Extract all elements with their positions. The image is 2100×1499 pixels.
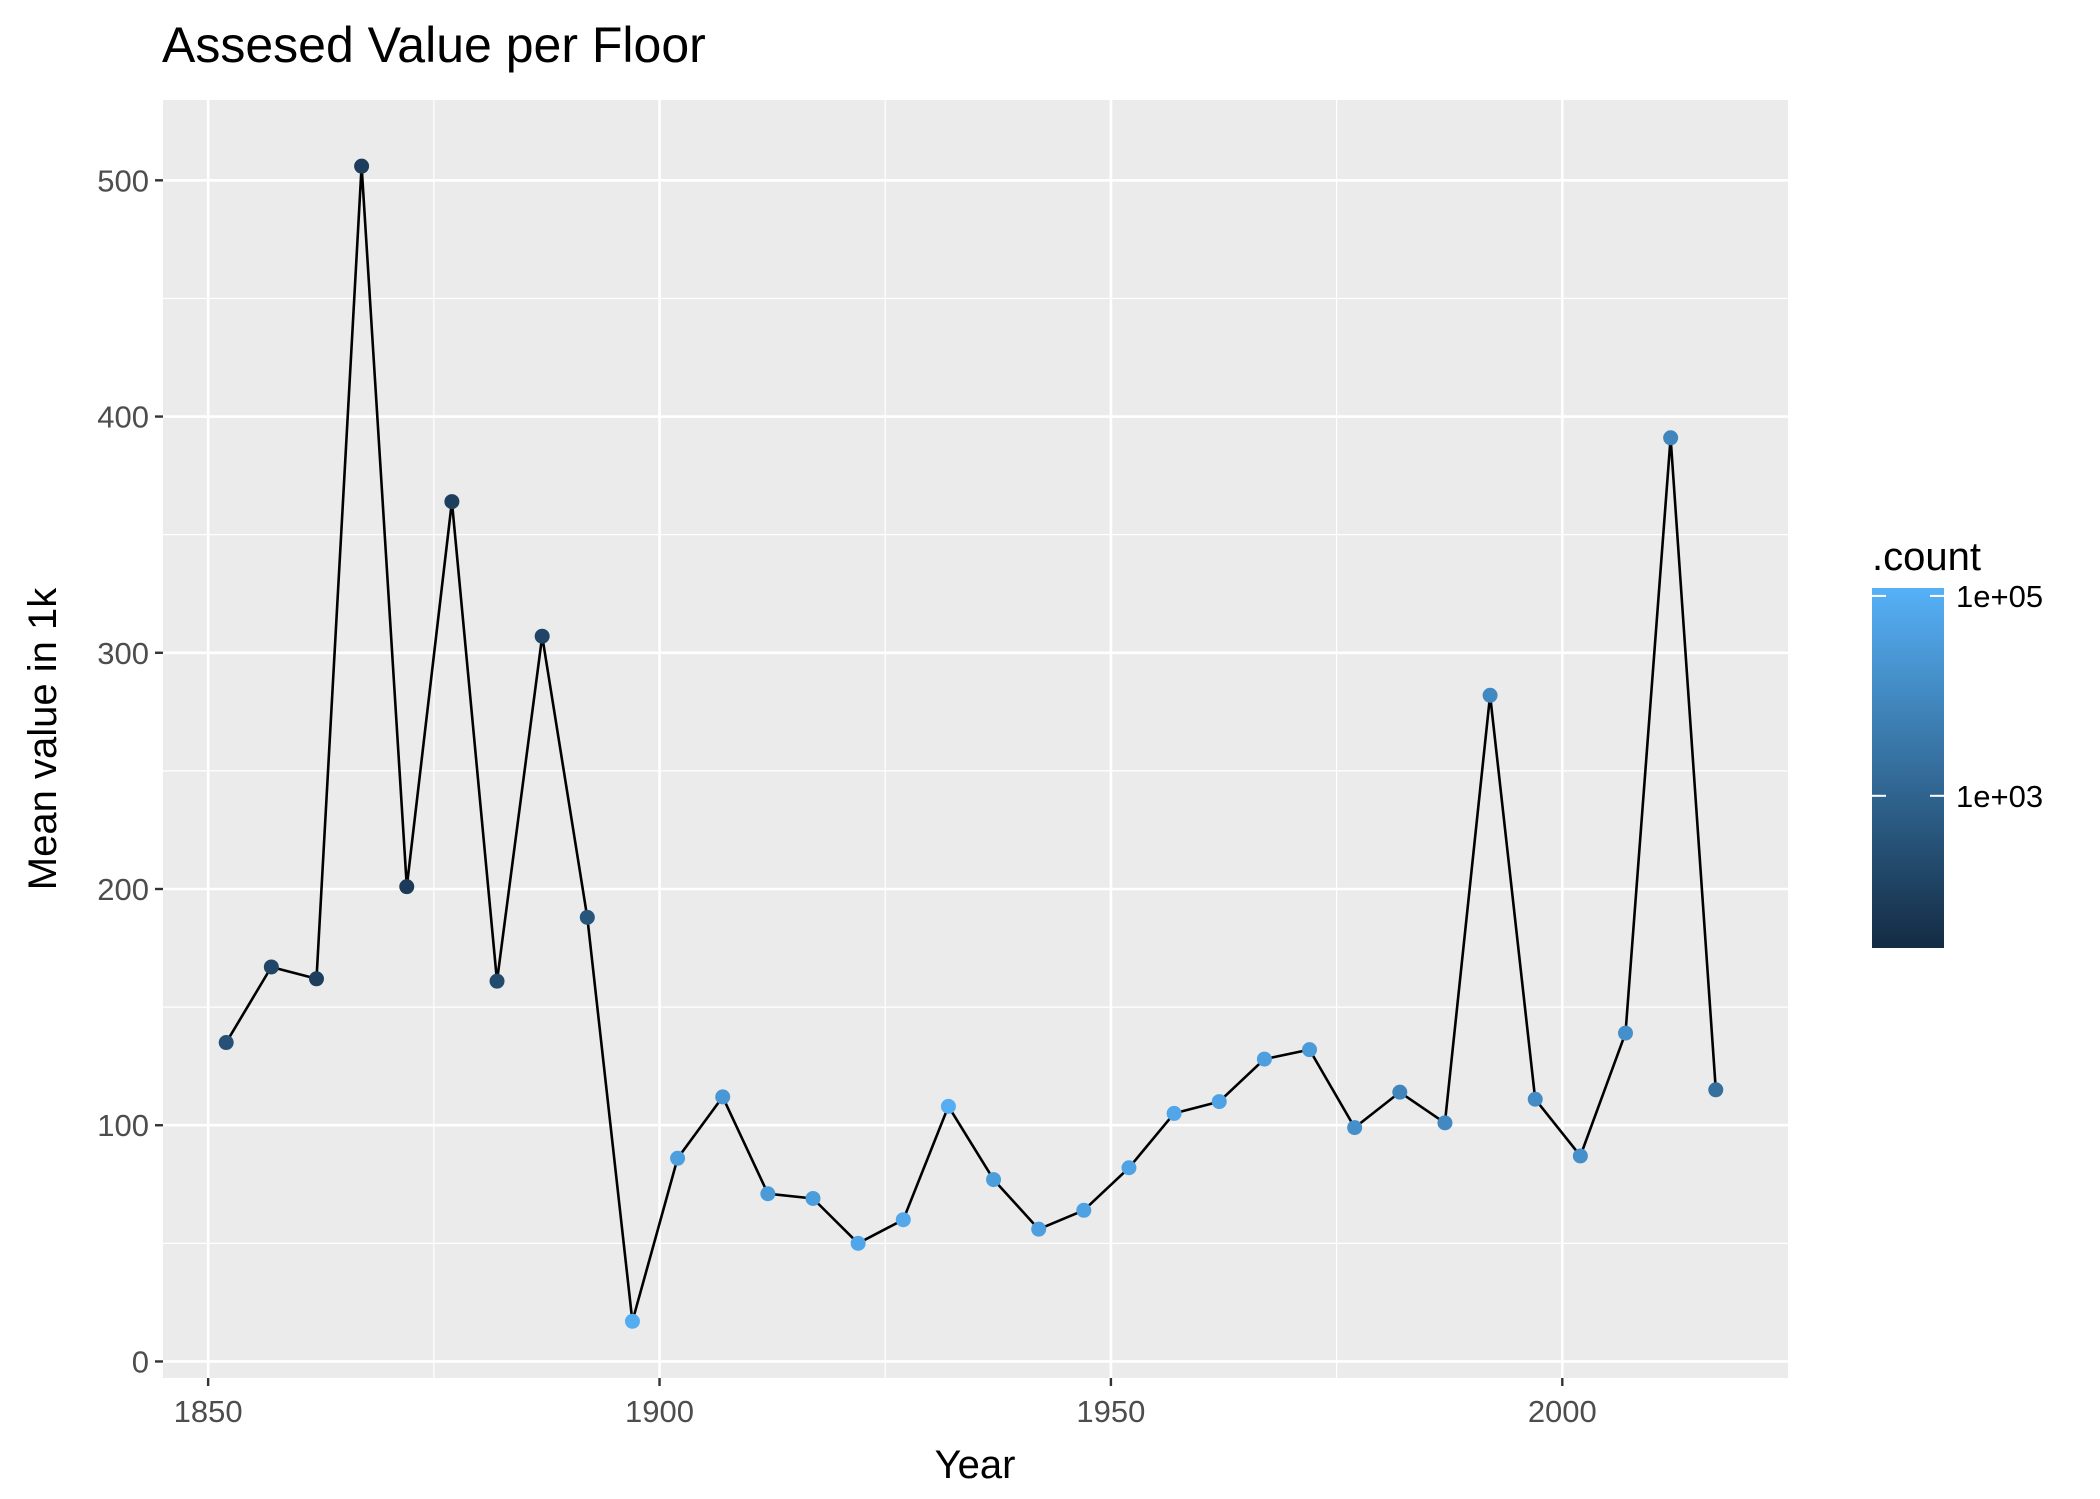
data-point (1437, 1115, 1453, 1131)
series-path (225, 164, 1718, 1323)
data-point (218, 1035, 234, 1051)
data-point (624, 1313, 640, 1329)
data-point (1572, 1148, 1588, 1164)
y-tick-label: 0 (132, 1344, 149, 1379)
x-tick-label: 1950 (1076, 1394, 1145, 1429)
plot-panel (163, 100, 1788, 1378)
data-point (1482, 687, 1498, 703)
legend-label: 1e+05 (1956, 579, 2043, 614)
legend-colorbar (1872, 588, 1944, 948)
x-tick-label: 1850 (174, 1394, 243, 1429)
data-point (895, 1212, 911, 1228)
data-point (308, 971, 324, 987)
series-points (218, 158, 1724, 1329)
data-point (444, 494, 460, 510)
x-tick-label: 1900 (625, 1394, 694, 1429)
data-point (1392, 1084, 1408, 1100)
grid-major (163, 100, 1788, 1378)
data-point (263, 959, 279, 975)
data-point (1121, 1160, 1137, 1176)
legend-title: .count (1872, 535, 1981, 579)
series-line (225, 164, 1718, 1323)
data-point (489, 973, 505, 989)
data-point (1256, 1051, 1272, 1067)
data-point (1076, 1202, 1092, 1218)
y-tick-label: 300 (97, 636, 149, 671)
data-point (986, 1172, 1002, 1188)
data-point (1211, 1094, 1227, 1110)
y-axis-title: Mean value in 1k (21, 587, 65, 890)
data-point (534, 628, 550, 644)
data-point (760, 1186, 776, 1202)
data-point (1663, 430, 1679, 446)
data-point (1302, 1042, 1318, 1058)
x-axis: 1850 1900 1950 2000 (174, 1378, 1597, 1429)
data-point (1166, 1105, 1182, 1121)
legend: .count 1e+05 1e+03 (1872, 535, 2043, 948)
grid-minor (163, 100, 1788, 1378)
x-axis-title: Year (935, 1443, 1016, 1487)
data-point (354, 158, 370, 174)
data-point (579, 909, 595, 925)
y-tick-label: 200 (97, 872, 149, 907)
legend-label: 1e+03 (1956, 779, 2043, 814)
data-point (940, 1098, 956, 1114)
data-point (399, 879, 415, 895)
data-point (1031, 1221, 1047, 1237)
data-point (850, 1235, 866, 1251)
data-point (805, 1190, 821, 1206)
data-point (715, 1089, 731, 1105)
y-axis: 0 100 200 300 400 500 (97, 163, 163, 1379)
y-tick-label: 500 (97, 163, 149, 198)
data-point (1618, 1025, 1633, 1041)
y-tick-label: 100 (97, 1108, 149, 1143)
x-tick-label: 2000 (1528, 1394, 1597, 1429)
data-point (670, 1150, 686, 1166)
y-tick-label: 400 (97, 400, 149, 435)
legend-ticks: 1e+05 1e+03 (1872, 579, 2043, 814)
data-point (1708, 1082, 1724, 1098)
chart-title: Assesed Value per Floor (162, 17, 706, 73)
data-point (1527, 1091, 1543, 1107)
data-point (1347, 1120, 1363, 1136)
